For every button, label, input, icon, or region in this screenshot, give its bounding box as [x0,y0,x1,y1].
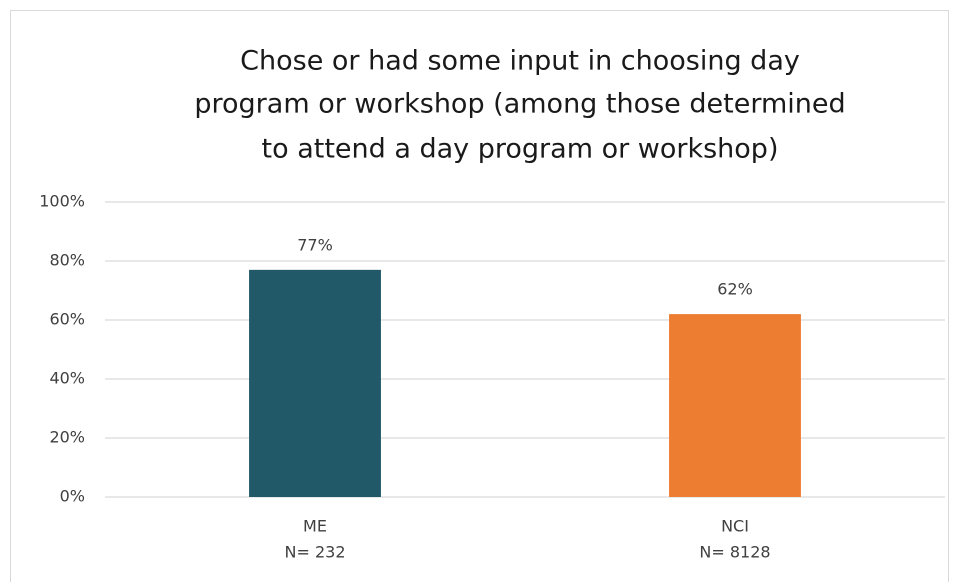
y-tick-label: 0% [60,487,85,506]
y-tick-label: 40% [49,369,85,388]
chart-title: to attend a day program or workshop) [262,134,779,165]
y-tick-label: 100% [39,192,85,211]
chart-title: Chose or had some input in choosing day [240,46,800,77]
chart-title: program or workshop (among those determi… [194,89,845,120]
y-tick-label: 80% [49,251,85,270]
bar [249,269,381,497]
x-tick-sublabel: N= 8128 [699,543,770,562]
x-tick-sublabel: N= 232 [285,543,346,562]
bar [669,314,801,497]
data-label: 77% [297,235,333,254]
y-tick-label: 60% [49,310,85,329]
y-tick-label: 20% [49,428,85,447]
x-tick-label: ME [303,517,327,536]
data-label: 62% [717,280,753,299]
x-tick-label: NCI [721,517,749,536]
